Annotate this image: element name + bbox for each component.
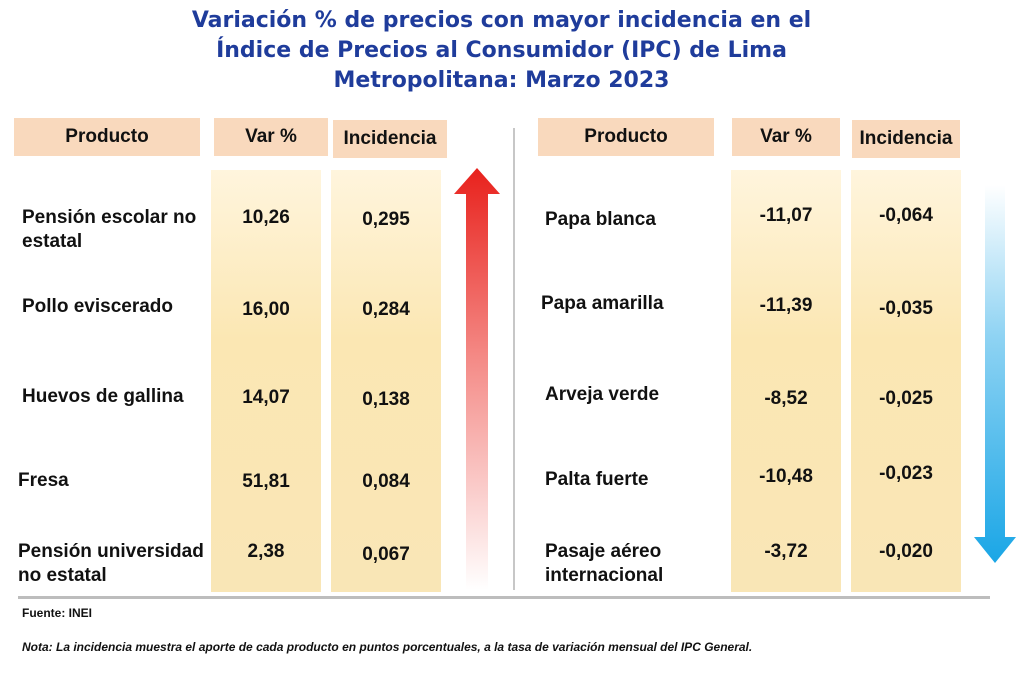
left-row-1-var: 10,26: [242, 207, 290, 228]
header-incidence-right: Incidencia: [852, 120, 960, 158]
left-row-2-incidence: 0,284: [362, 299, 410, 320]
arrow-down-icon: [974, 185, 1016, 563]
var-column-left: [211, 170, 321, 592]
table-divider: [513, 128, 515, 590]
header-var-right: Var %: [732, 118, 840, 156]
left-row-5-incidence: 0,067: [362, 544, 410, 565]
chart-title: Variación % de precios con mayor inciden…: [0, 6, 1003, 96]
left-row-4-product: Fresa: [18, 470, 69, 491]
left-row-4-incidence: 0,084: [362, 471, 410, 492]
left-row-1-incidence: 0,295: [362, 209, 410, 230]
right-row-5-var: -3,72: [764, 541, 808, 562]
right-row-4-var: -10,48: [759, 466, 813, 487]
header-var-left: Var %: [214, 118, 328, 156]
arrow-up-icon: [454, 168, 500, 590]
right-row-4-product: Palta fuerte: [545, 469, 649, 490]
right-row-3-var: -8,52: [764, 388, 808, 409]
left-row-4-var: 51,81: [242, 471, 290, 492]
incidence-column-left: [331, 170, 441, 592]
left-row-3-var: 14,07: [242, 387, 290, 408]
left-row-2-product: Pollo eviscerado: [22, 296, 174, 317]
right-row-2-incidence: -0,035: [879, 298, 933, 319]
incidence-column-right: [851, 170, 961, 592]
left-row-1-product: Pensión escolar no estatal: [22, 207, 197, 252]
left-row-3-product: Huevos de gallina: [22, 386, 184, 407]
footer-rule: [18, 596, 990, 599]
right-row-1-var: -11,07: [759, 205, 813, 226]
header-product-left: Producto: [14, 118, 200, 156]
left-row-5-product: Pensión universidad no estatal: [18, 541, 204, 586]
title-line-2: Índice de Precios al Consumidor (IPC) de…: [216, 38, 787, 63]
title-line-3: Metropolitana: Marzo 2023: [333, 68, 670, 93]
header-product-right: Producto: [538, 118, 714, 156]
source-note: Fuente: INEI: [22, 606, 93, 620]
var-column-right: [731, 170, 841, 592]
header-incidence-left: Incidencia: [333, 120, 447, 158]
right-row-1-product: Papa blanca: [545, 209, 656, 230]
right-row-5-incidence: -0,020: [879, 541, 933, 562]
left-row-5-var: 2,38: [247, 541, 285, 562]
right-row-5-product: Pasaje aéreo internacional: [545, 541, 664, 586]
right-row-2-product: Papa amarilla: [541, 293, 664, 314]
title-line-1: Variación % de precios con mayor inciden…: [191, 8, 812, 33]
right-row-2-var: -11,39: [759, 295, 813, 316]
right-row-3-incidence: -0,025: [879, 388, 933, 409]
left-row-3-incidence: 0,138: [362, 389, 410, 410]
right-row-1-incidence: -0,064: [879, 205, 933, 226]
right-row-4-incidence: -0,023: [879, 463, 933, 484]
left-row-2-var: 16,00: [242, 299, 290, 320]
right-row-3-product: Arveja verde: [545, 384, 660, 405]
footnote: Nota: La incidencia muestra el aporte de…: [22, 640, 753, 654]
